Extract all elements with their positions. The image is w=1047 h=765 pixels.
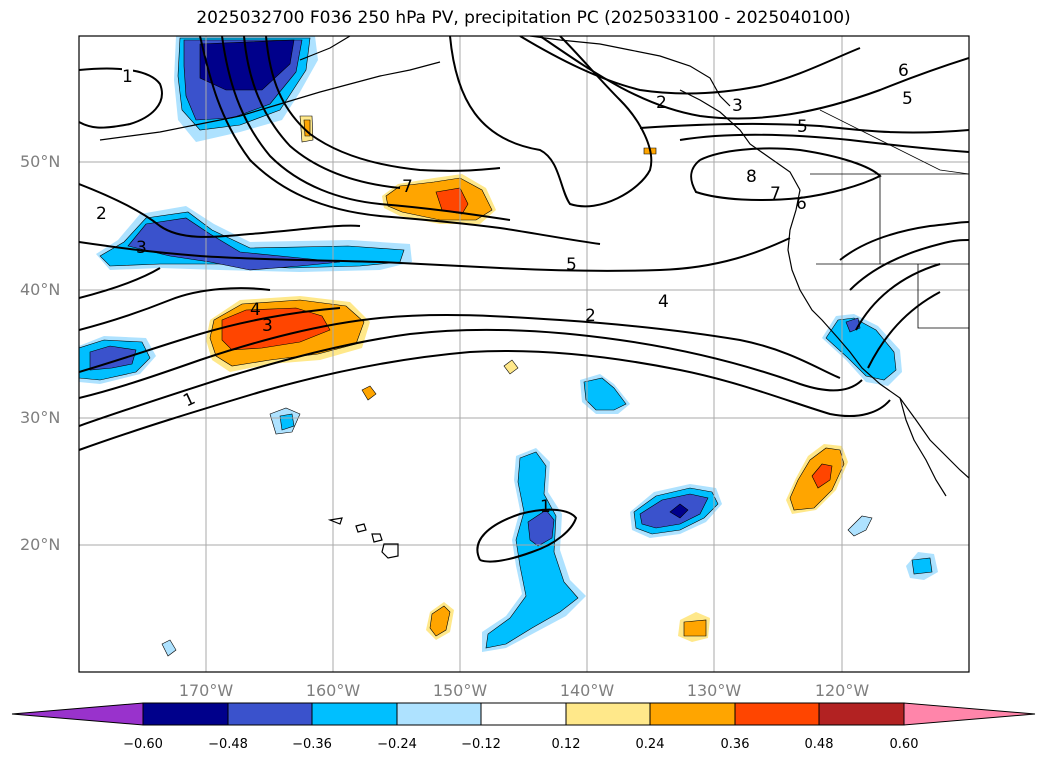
lat-label: 20°N [20,535,61,554]
colorbar-tick: −0.24 [377,737,417,752]
contour-label: 7 [402,177,413,197]
contour-label: 5 [797,117,808,137]
precip-positive-blob [503,359,519,375]
contour-label: 7 [770,184,781,204]
precip-negative-blob [911,557,933,575]
lon-label: 150°W [432,681,488,700]
colorbar-tick: 0.24 [635,737,665,752]
lat-label: 50°N [20,152,61,171]
contour-label: 8 [746,167,757,187]
contour-label: 2 [585,306,596,326]
contour-label: 3 [136,238,147,258]
colorbar-tick: 0.12 [551,737,581,752]
colorbar-tick: 0.60 [889,737,919,752]
contour-label: 3 [262,316,273,336]
lat-label: 30°N [20,408,61,427]
precip-negative-blob [161,639,177,657]
lon-label: 120°W [814,681,870,700]
colorbar-tick: −0.48 [208,737,248,752]
coastlines [99,36,969,559]
plot-border [78,35,970,673]
pv-contours [79,36,969,563]
precip-negative-blob [825,317,897,381]
contour-label: 5 [566,255,577,275]
contour-label: 6 [796,194,807,214]
precip-negative-blob [583,377,627,411]
contour-label: 5 [902,89,913,109]
contour-label: 2 [656,93,667,113]
contour-label: 1 [122,67,133,87]
contour-label: 4 [658,292,669,312]
colorbar-tick: 0.48 [804,737,834,752]
lon-label: 160°W [305,681,361,700]
lon-label: 170°W [178,681,234,700]
lon-label: 140°W [559,681,615,700]
contour-label: 4 [250,300,261,320]
lon-label: 130°W [686,681,742,700]
precip-negative-blob [199,39,295,91]
precip-negative-blob [669,503,689,519]
contour-label: 1 [540,497,551,517]
colorbar-tick: 0.36 [720,737,750,752]
lat-label: 40°N [20,280,61,299]
contour-label: 2 [96,204,107,224]
colorbar-tick: −0.60 [123,737,163,752]
precip-positive-blob [683,619,707,637]
precip-negative-blob [485,451,579,649]
precip-positive-blob [221,307,331,351]
precip-shading [79,36,938,657]
chart-title: 2025032700 F036 250 hPa PV, precipitatio… [196,8,851,28]
precip-negative-blob [89,345,137,371]
precip-positive-blob [811,463,833,489]
precip-positive-blob [361,385,377,401]
colorbar-tick: −0.12 [461,737,501,752]
colorbar [11,702,1036,726]
precip-negative-blob [847,515,873,537]
contour-label: 6 [898,61,909,81]
colorbar-extend-high [903,702,1036,726]
gridlines [79,36,969,672]
contour-label: 3 [732,96,743,116]
precip-positive-blob [429,605,451,637]
colorbar-tick: −0.36 [292,737,332,752]
colorbar-extend-low [11,702,144,726]
